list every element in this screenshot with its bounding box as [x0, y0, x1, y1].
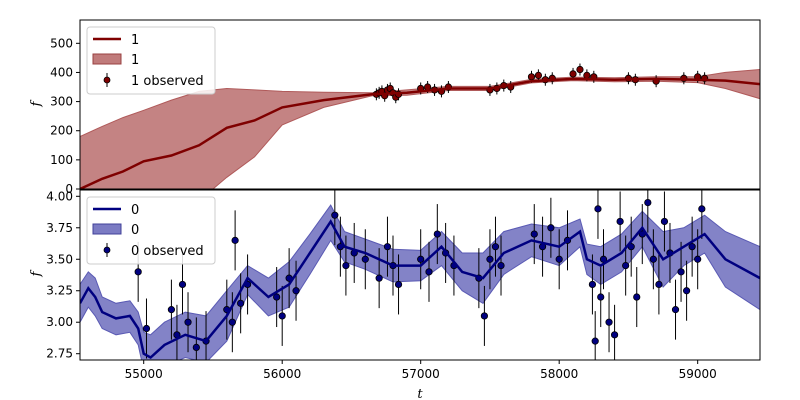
bottom-legend-band-swatch: [92, 223, 122, 235]
x-tick-label: 56000: [263, 367, 301, 381]
bottom-observed-point: [591, 337, 599, 345]
bottom-observed-point: [555, 255, 563, 263]
bottom-observed-point: [184, 318, 192, 326]
top-confidence-band: [80, 68, 760, 189]
top-y-tick-label: 300: [50, 95, 73, 109]
bottom-observed-point: [547, 224, 555, 232]
bottom-observed-point: [605, 318, 613, 326]
top-legend-box: [86, 26, 216, 95]
bottom-y-tick-label: 3.00: [46, 315, 73, 329]
bottom-y-tick-label: 3.75: [46, 221, 73, 235]
top-observed-point: [576, 65, 584, 74]
x-axis-label: t: [417, 387, 423, 400]
bottom-y-tick-label: 3.50: [46, 252, 73, 266]
bottom-observed-point: [649, 255, 657, 263]
bottom-legend-band-label: 0: [131, 223, 139, 238]
top-legend-point-swatch: [103, 76, 111, 84]
x-tick-label: 59000: [679, 367, 717, 381]
bottom-observed-point: [616, 217, 624, 226]
top-y-tick-label: 200: [50, 124, 73, 138]
bottom-observed-point: [273, 293, 281, 301]
bottom-observed-point: [417, 255, 425, 263]
bottom-observed-point: [342, 261, 350, 270]
bottom-legend-box: [86, 196, 216, 265]
bottom-observed-point: [167, 306, 176, 314]
bottom-observed-point: [361, 255, 369, 263]
bottom-observed-point: [694, 255, 702, 263]
bottom-observed-point: [292, 287, 300, 295]
top-observed-point: [527, 73, 536, 81]
bottom-observed-point: [644, 198, 652, 207]
bottom-observed-point: [134, 268, 142, 276]
bottom-observed-point: [480, 312, 488, 320]
top-observed-point: [569, 70, 577, 78]
bottom-observed-point: [228, 318, 236, 326]
top-legend: 1 1 1 observed: [86, 26, 216, 95]
bottom-legend-line-label: 0: [131, 203, 139, 218]
bottom-axes-frame: [79, 189, 761, 361]
top-axes-frame: [79, 19, 761, 190]
bottom-observed-point: [597, 293, 605, 301]
bottom-legend-point-swatch: [103, 246, 111, 254]
bottom-observed-point: [278, 312, 286, 320]
top-observed-point: [583, 71, 591, 79]
top-legend-band-label: 1: [131, 53, 139, 68]
top-legend-points-label: 1 observed: [131, 74, 204, 89]
top-model-line: [80, 77, 760, 189]
bottom-observed-point: [433, 230, 441, 238]
top-y-axis-label: f: [29, 99, 44, 107]
bottom-observed-point: [698, 205, 706, 213]
bottom-observed-point: [425, 268, 433, 276]
bottom-observed-point: [331, 211, 339, 219]
bottom-observed-point: [610, 331, 619, 339]
bottom-y-tick-label: 4.00: [46, 189, 73, 203]
bottom-observed-point: [491, 243, 500, 251]
bottom-panel: 2.75 3.00 3.25 3.50 3.75 4.00 55000 56000 57000…: [29, 189, 761, 400]
bottom-observed-point: [633, 293, 641, 301]
bottom-y-axis-label: f: [29, 269, 44, 277]
bottom-observed-point: [497, 261, 505, 270]
bottom-observed-point: [594, 205, 602, 213]
bottom-legend: 0 0 0 observed: [86, 196, 216, 265]
x-tick-label: 58000: [540, 367, 578, 381]
bottom-observed-point: [655, 280, 663, 289]
bottom-observed-point: [231, 236, 239, 244]
top-y-tick-label: 400: [50, 65, 73, 79]
bottom-observed-point: [682, 287, 691, 295]
bottom-observed-point: [178, 280, 187, 289]
top-legend-line-label: 1: [131, 33, 139, 48]
bottom-observed-point: [375, 274, 383, 282]
bottom-observed-point: [192, 343, 200, 352]
bottom-observed-point: [394, 280, 403, 289]
top-y-tick-label: 0: [65, 182, 73, 196]
bottom-y-tick-label: 2.75: [46, 347, 73, 361]
bottom-legend-points-label: 0 observed: [131, 244, 204, 259]
bottom-observed-point: [588, 280, 597, 289]
bottom-y-tick-label: 3.25: [46, 284, 73, 298]
bottom-observed-point: [622, 261, 630, 270]
x-tick-label: 57000: [402, 367, 440, 381]
bottom-observed-point: [383, 243, 392, 251]
bottom-observed-point: [677, 268, 685, 276]
bottom-observed-point: [660, 217, 669, 226]
top-observed-point: [534, 71, 543, 79]
top-y-tick-label: 100: [50, 153, 73, 167]
top-y-tick-label: 500: [50, 36, 73, 50]
bottom-model-line: [80, 219, 760, 360]
bottom-observed-point: [688, 243, 696, 251]
bottom-observed-point: [671, 306, 680, 314]
top-panel: 0 100 200 300 400 500 f 1 1 1 observed: [29, 19, 761, 196]
bottom-observed-point: [142, 324, 151, 333]
x-tick-label: 55000: [125, 367, 163, 381]
bottom-observed-point: [530, 230, 538, 238]
bottom-observed-point: [237, 299, 245, 307]
top-legend-band-swatch: [92, 53, 122, 65]
bottom-observed-point: [486, 255, 494, 263]
